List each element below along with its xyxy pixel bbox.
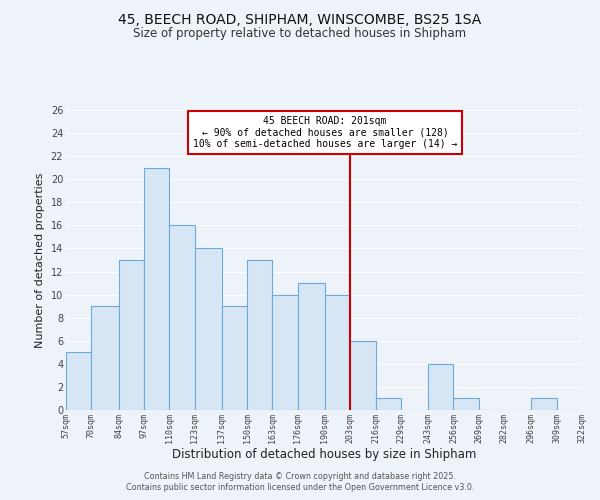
Bar xyxy=(325,294,350,410)
Text: Contains public sector information licensed under the Open Government Licence v3: Contains public sector information licen… xyxy=(126,483,474,492)
Bar xyxy=(194,248,222,410)
Text: 45, BEECH ROAD, SHIPHAM, WINSCOMBE, BS25 1SA: 45, BEECH ROAD, SHIPHAM, WINSCOMBE, BS25… xyxy=(118,12,482,26)
Bar xyxy=(247,260,272,410)
Bar xyxy=(454,398,479,410)
Text: Contains HM Land Registry data © Crown copyright and database right 2025.: Contains HM Land Registry data © Crown c… xyxy=(144,472,456,481)
Bar xyxy=(350,341,376,410)
Bar xyxy=(376,398,401,410)
Text: 45 BEECH ROAD: 201sqm
← 90% of detached houses are smaller (128)
10% of semi-det: 45 BEECH ROAD: 201sqm ← 90% of detached … xyxy=(193,116,457,149)
X-axis label: Distribution of detached houses by size in Shipham: Distribution of detached houses by size … xyxy=(172,448,476,462)
Y-axis label: Number of detached properties: Number of detached properties xyxy=(35,172,45,348)
Bar xyxy=(91,306,119,410)
Bar xyxy=(272,294,298,410)
Bar xyxy=(144,168,169,410)
Bar xyxy=(169,226,194,410)
Bar xyxy=(119,260,144,410)
Text: Size of property relative to detached houses in Shipham: Size of property relative to detached ho… xyxy=(133,28,467,40)
Bar xyxy=(532,398,557,410)
Bar xyxy=(66,352,91,410)
Bar xyxy=(428,364,454,410)
Bar xyxy=(298,283,325,410)
Bar xyxy=(222,306,247,410)
